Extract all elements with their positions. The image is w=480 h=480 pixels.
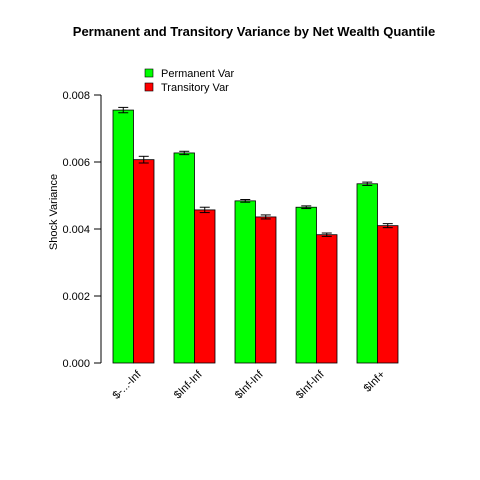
bar-transitory — [194, 209, 216, 364]
x-tick-label: $Inf-Inf — [294, 368, 327, 401]
bar-transitory — [133, 159, 155, 364]
x-tick-label: $Inf-Inf — [233, 368, 266, 401]
x-tick-label: $Inf+ — [362, 369, 388, 395]
chart-title: Permanent and Transitory Variance by Net… — [73, 24, 435, 39]
legend-swatch-transitory — [144, 82, 154, 92]
bar-permanent — [295, 206, 317, 364]
error-bar — [179, 150, 190, 156]
bars — [112, 106, 399, 364]
y-tick-label: 0.004 — [62, 224, 90, 236]
legend-label-permanent: Permanent Var — [161, 68, 235, 80]
y-tick-label: 0.002 — [62, 291, 90, 303]
y-tick-label: 0.006 — [62, 157, 90, 169]
legend-label-transitory: Transitory Var — [161, 82, 229, 94]
y-tick-label: 0.000 — [62, 358, 90, 370]
error-bar — [321, 232, 332, 237]
y-tick-label: 0.008 — [62, 90, 90, 102]
bar-transitory — [377, 225, 399, 364]
legend: Permanent Var Transitory Var — [144, 68, 235, 94]
error-bar — [382, 223, 393, 229]
error-bar — [138, 155, 149, 164]
error-bar — [260, 214, 271, 220]
error-bar — [240, 199, 251, 203]
bar-permanent — [112, 109, 134, 364]
error-bar — [362, 181, 373, 186]
bar-permanent — [234, 200, 256, 364]
error-bar — [118, 106, 129, 114]
bar-permanent — [173, 152, 195, 364]
y-axis-ticks: 0.000 0.002 0.004 0.006 0.008 — [62, 90, 101, 370]
bar-permanent — [356, 183, 378, 364]
x-axis-tick-labels: $-...-Inf $Inf-Inf $Inf-Inf $Inf-Inf $Inf+ — [110, 368, 387, 402]
x-tick-label: $-...-Inf — [110, 368, 144, 402]
error-bar — [199, 206, 210, 214]
error-bar — [301, 205, 312, 210]
y-axis-label: Shock Variance — [48, 174, 60, 250]
x-tick-label: $Inf-Inf — [172, 368, 205, 401]
bar-transitory — [316, 234, 338, 364]
bar-transitory — [255, 216, 277, 364]
legend-swatch-permanent — [144, 68, 154, 78]
